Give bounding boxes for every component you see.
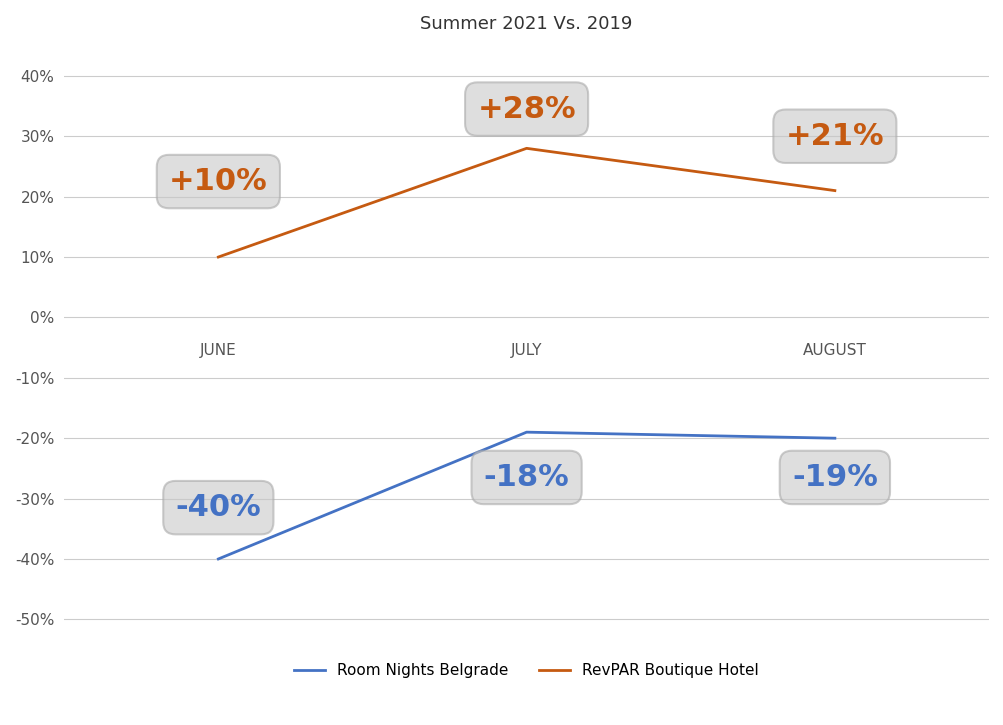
Text: +10%: +10% bbox=[169, 167, 268, 196]
Text: +28%: +28% bbox=[476, 94, 576, 123]
Text: -19%: -19% bbox=[791, 463, 877, 492]
Text: -40%: -40% bbox=[176, 493, 261, 522]
Text: JUNE: JUNE bbox=[200, 343, 237, 358]
Text: -18%: -18% bbox=[483, 463, 569, 492]
Legend: Room Nights Belgrade, RevPAR Boutique Hotel: Room Nights Belgrade, RevPAR Boutique Ho… bbox=[288, 657, 764, 684]
Text: +21%: +21% bbox=[784, 122, 884, 151]
Text: AUGUST: AUGUST bbox=[802, 343, 866, 358]
Text: JULY: JULY bbox=[511, 343, 542, 358]
Title: Summer 2021 Vs. 2019: Summer 2021 Vs. 2019 bbox=[420, 15, 632, 33]
